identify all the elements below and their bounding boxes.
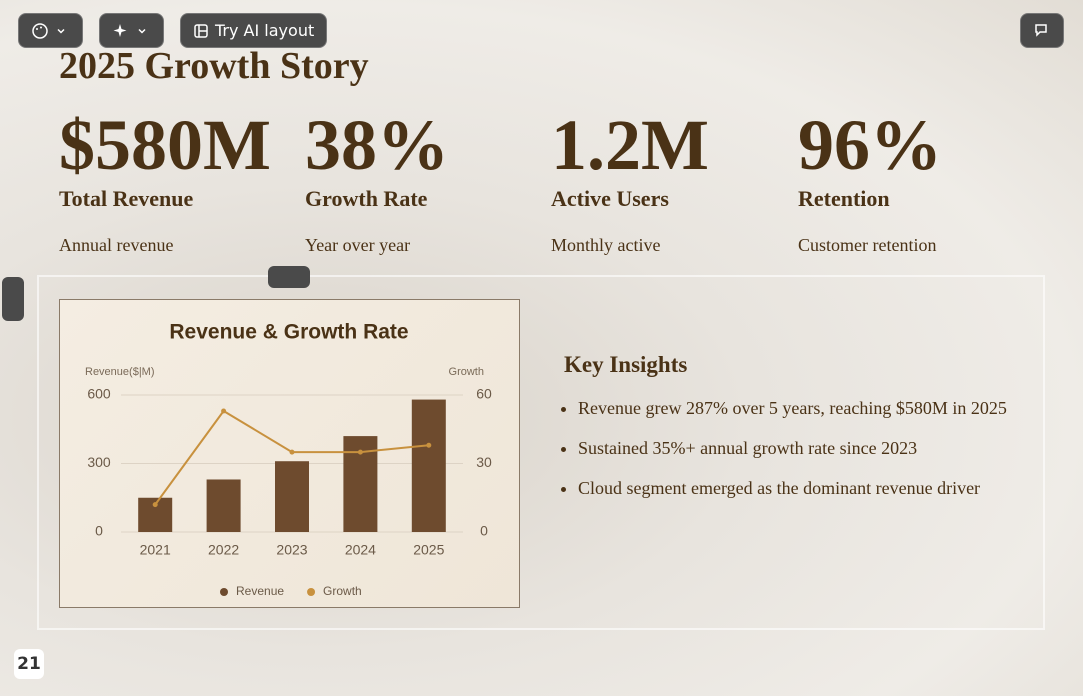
bar: [206, 478, 241, 532]
stat-caption: Year over year: [305, 235, 411, 255]
comment-button[interactable]: [1020, 13, 1064, 48]
sparkle-icon: [113, 23, 127, 37]
legend-label: Growth: [323, 584, 362, 598]
y2-tick-label: 60: [476, 385, 492, 401]
y-tick-label: 600: [87, 385, 111, 401]
y-tick-label: 0: [95, 522, 103, 538]
x-tick-label: 2025: [413, 541, 444, 557]
line-point: [152, 501, 158, 507]
x-tick-label: 2022: [208, 541, 239, 557]
x-tick-label: 2023: [276, 541, 307, 557]
line-point: [357, 449, 363, 455]
line-point: [289, 449, 294, 455]
stat-caption: Customer retention: [798, 235, 937, 255]
legend-label: Revenue: [236, 584, 284, 598]
insight: Sustained 35%+ annual growth rate since …: [578, 436, 1038, 461]
chevron: [138, 28, 146, 34]
legend-marker: [306, 587, 315, 596]
button-label: Try AI layout: [215, 21, 315, 40]
stat-value: $580M: [59, 105, 271, 185]
side-handle[interactable]: [2, 277, 24, 321]
chart-title: Revenue & Growth Rate: [169, 320, 408, 343]
stat-caption: Annual revenue: [59, 235, 174, 255]
stat-value: 1.2M: [551, 105, 709, 185]
slide-title: 2025 Growth Story: [59, 45, 369, 87]
y2-tick-label: 30: [476, 454, 492, 470]
layout-icon: [194, 23, 208, 38]
theme-button[interactable]: [18, 13, 83, 48]
bar: [274, 460, 309, 532]
chart: Revenue & Growth Rate Revenue($|M) Growth 0…: [85, 320, 492, 598]
bar: [411, 399, 446, 532]
chevron: [57, 28, 65, 34]
stat-label: Retention: [798, 186, 890, 211]
stat-label: Growth Rate: [305, 186, 428, 211]
x-tick-label: 2021: [139, 541, 170, 557]
insights-title: Key Insights: [564, 352, 688, 377]
line-point: [220, 407, 226, 413]
y2-tick-label: 0: [480, 522, 488, 538]
stat-caption: Monthly active: [551, 235, 661, 255]
stat-label: Active Users: [551, 186, 669, 211]
comment-icon: [1035, 23, 1047, 37]
drag-handle[interactable]: [268, 266, 310, 288]
palette-icon: [32, 22, 48, 39]
legend-marker: [219, 587, 228, 596]
page-number: 21: [14, 649, 44, 679]
line-point: [425, 442, 431, 448]
y-tick-label: 300: [87, 454, 111, 470]
stat-value: 96%: [798, 105, 942, 185]
stat-value: 38%: [305, 105, 449, 185]
ai-layout-button[interactable]: Try AI layout: [180, 13, 328, 48]
chart-card: Revenue & Growth Rate Revenue($|M) Growth 0…: [59, 299, 520, 608]
insight: Cloud segment emerged as the dominant re…: [578, 476, 1038, 501]
y2-axis-label: Growth: [448, 365, 483, 377]
insights-list: Revenue grew 287% over 5 years, reaching…: [556, 396, 1038, 516]
stat-label: Total Revenue: [59, 186, 194, 211]
y-axis-label: Revenue($|M): [85, 365, 155, 377]
insight: Revenue grew 287% over 5 years, reaching…: [578, 396, 1038, 421]
layout-frame: [37, 275, 1045, 630]
magic-button[interactable]: [99, 13, 164, 48]
x-tick-label: 2024: [344, 541, 375, 557]
